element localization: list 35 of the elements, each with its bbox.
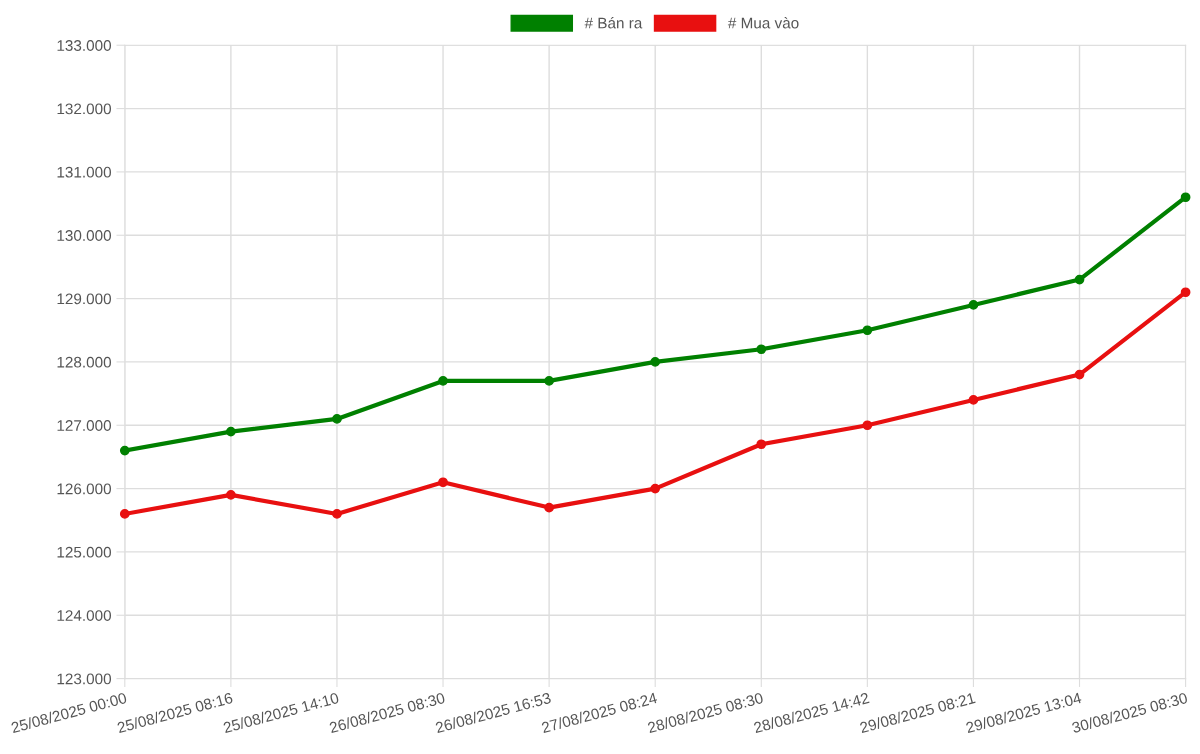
point — [1180, 192, 1191, 203]
y-tick-label: 129.000 — [57, 293, 112, 305]
point — [544, 376, 554, 386]
point — [119, 445, 130, 456]
y-tick-label: 131.000 — [57, 166, 112, 178]
y-tick-label: 125.000 — [57, 546, 112, 558]
legend-label: # Mua vào — [727, 17, 799, 29]
point — [544, 502, 554, 513]
y-tick-label: 123.000 — [57, 673, 112, 685]
point — [756, 439, 767, 450]
point — [226, 490, 236, 500]
point — [438, 477, 448, 488]
point — [226, 426, 236, 437]
y-tick-label: 130.000 — [57, 230, 112, 241]
y-tick-label: 124.000 — [57, 610, 112, 621]
point — [862, 420, 873, 431]
point — [1074, 369, 1085, 380]
y-tick-label: 128.000 — [57, 356, 112, 368]
point — [1074, 274, 1085, 285]
point — [650, 483, 661, 494]
point — [862, 325, 873, 336]
point — [332, 414, 342, 424]
point — [968, 300, 979, 310]
y-tick-label: 126.000 — [57, 483, 112, 495]
legend-label: # Bán ra — [584, 17, 643, 29]
y-tick-label: 132.000 — [57, 103, 112, 115]
point — [756, 344, 767, 355]
point — [1180, 287, 1191, 298]
y-tick-label: 133.000 — [57, 40, 112, 51]
point — [332, 509, 342, 519]
point — [650, 357, 661, 367]
point — [438, 376, 448, 386]
y-tick-label: 127.000 — [57, 420, 112, 431]
point — [119, 509, 130, 519]
point — [968, 395, 979, 405]
